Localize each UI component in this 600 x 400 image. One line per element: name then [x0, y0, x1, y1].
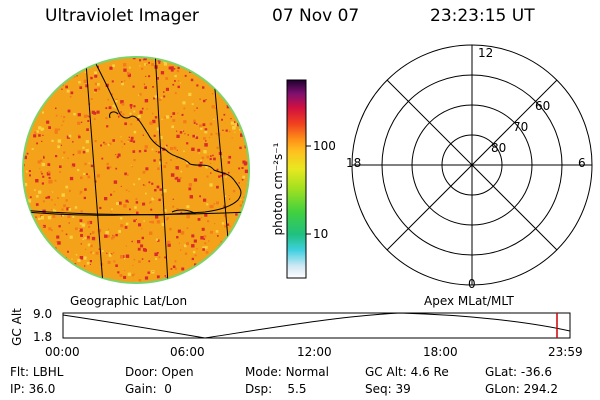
lat-label-60: 60 [535, 99, 551, 113]
colorbar-unit-label: photon cm⁻²s⁻¹ [271, 142, 285, 236]
meridian-line [84, 57, 104, 283]
polar-grid [351, 44, 593, 286]
info-glat: GLat: -36.6 [485, 365, 552, 379]
info-gc-alt: GC Alt: 4.6 Re [365, 365, 449, 379]
coastline [109, 111, 119, 119]
info-seq: Seq: 39 [365, 382, 411, 396]
time-tick-2359: 23:59 [548, 345, 583, 359]
mlt-label-18: 18 [346, 156, 362, 170]
colorbar [286, 79, 311, 279]
colorbar-tick-100: 100 [313, 139, 336, 153]
info-mode: Mode: Normal [245, 365, 329, 379]
coastline [24, 61, 242, 216]
time-tick-0000: 00:00 [45, 345, 80, 359]
mlt-label-6: 6 [578, 156, 586, 170]
altitude-ytick-bottom: 1.8 [33, 330, 53, 344]
time-tick-1200: 12:00 [297, 345, 332, 359]
earth-globe [22, 56, 250, 284]
globe-caption: Geographic Lat/Lon [70, 294, 188, 308]
polar-caption: Apex MLat/MLT [424, 294, 514, 308]
header-date: 07 Nov 07 [272, 6, 360, 26]
info-flt: Flt: LBHL [10, 365, 64, 379]
colorbar-tick-10: 10 [313, 227, 329, 241]
info-door: Door: Open [125, 365, 194, 379]
info-glon: GLon: 294.2 [485, 382, 558, 396]
header-time: 23:23:15 UT [430, 6, 535, 26]
info-gain: Gain: 0 [125, 382, 172, 396]
meridian-line [154, 57, 169, 283]
altitude-ytick-top: 9.0 [33, 307, 53, 321]
altitude-ylabel: GC Alt [10, 308, 24, 346]
mlt-label-0: 0 [468, 277, 476, 291]
altitude-plot [62, 312, 571, 339]
info-ip: IP: 36.0 [10, 382, 56, 396]
app-title: Ultraviolet Imager [45, 6, 199, 26]
coastline [171, 209, 197, 215]
time-tick-1800: 18:00 [423, 345, 458, 359]
mlt-label-12: 12 [478, 46, 494, 60]
lat-label-80: 80 [491, 141, 507, 155]
info-dsp: Dsp: 5.5 [245, 382, 307, 396]
lat-label-70: 70 [513, 120, 529, 134]
time-tick-0600: 06:00 [170, 345, 205, 359]
